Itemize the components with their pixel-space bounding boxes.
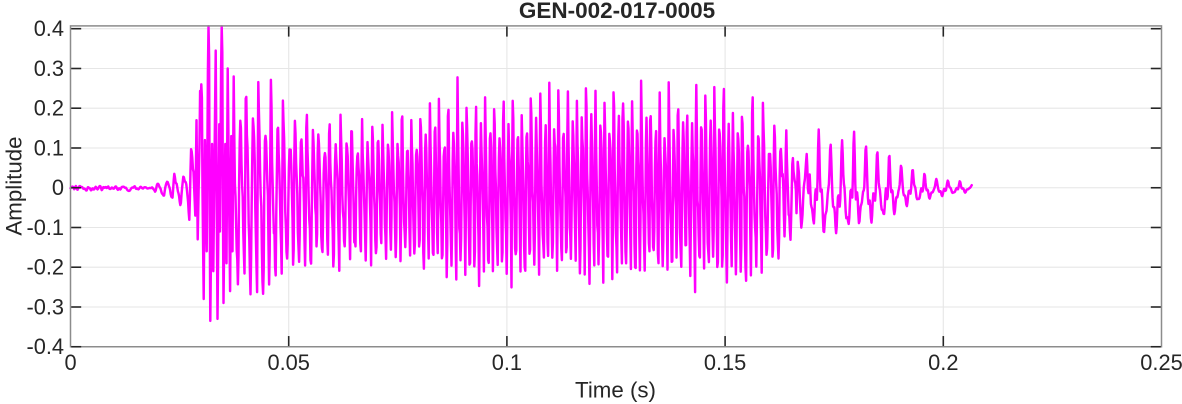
svg-text:0: 0 (64, 350, 76, 375)
svg-text:0.1: 0.1 (34, 135, 64, 160)
svg-text:-0.3: -0.3 (26, 294, 64, 319)
svg-text:-0.1: -0.1 (26, 215, 64, 240)
svg-text:0.3: 0.3 (34, 56, 64, 81)
svg-text:Amplitude: Amplitude (2, 136, 27, 235)
svg-text:GEN-002-017-0005: GEN-002-017-0005 (519, 0, 715, 23)
svg-text:0.25: 0.25 (1140, 350, 1182, 375)
svg-text:0.1: 0.1 (492, 350, 522, 375)
svg-text:0.2: 0.2 (928, 350, 958, 375)
svg-text:0.2: 0.2 (34, 96, 64, 121)
svg-text:-0.2: -0.2 (26, 255, 64, 280)
svg-text:0.4: 0.4 (34, 16, 64, 41)
svg-text:0.15: 0.15 (704, 350, 746, 375)
svg-text:-0.4: -0.4 (26, 334, 64, 359)
svg-text:Time (s): Time (s) (575, 378, 656, 403)
svg-text:0: 0 (52, 175, 64, 200)
svg-text:0.05: 0.05 (267, 350, 309, 375)
